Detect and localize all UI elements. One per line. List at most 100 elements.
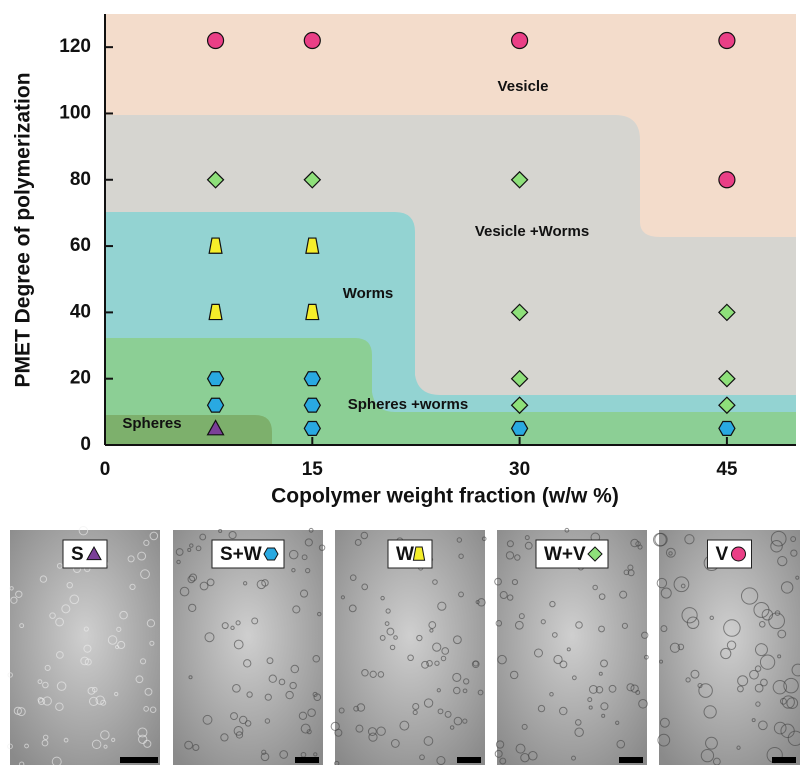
region-label: Vesicle +Worms <box>475 223 589 240</box>
texture <box>452 672 462 682</box>
texture <box>755 701 761 707</box>
texture <box>221 622 229 630</box>
texture <box>514 620 524 630</box>
texture <box>726 640 737 650</box>
y-tick-label: 0 <box>80 434 91 455</box>
texture <box>291 568 296 573</box>
texture <box>456 537 463 543</box>
texture <box>616 739 626 749</box>
texture <box>129 583 136 590</box>
texture <box>723 619 741 637</box>
texture <box>665 547 676 558</box>
texture <box>533 648 543 658</box>
texture <box>477 689 484 696</box>
texture <box>149 706 157 714</box>
texture <box>176 559 181 565</box>
texture <box>656 577 668 589</box>
texture <box>494 749 503 758</box>
texture <box>399 720 410 731</box>
texture <box>288 549 299 560</box>
texture <box>787 730 800 747</box>
texture <box>115 644 120 650</box>
texture <box>348 604 357 613</box>
texture <box>354 539 362 546</box>
legend-marker <box>587 546 603 562</box>
texture <box>289 681 297 690</box>
texture <box>754 665 762 672</box>
marker <box>510 303 529 322</box>
texture <box>279 750 289 759</box>
texture <box>317 611 322 617</box>
texture <box>524 541 533 550</box>
texture <box>549 692 554 697</box>
texture <box>751 718 756 723</box>
scale-bar <box>457 757 481 763</box>
texture <box>290 664 300 674</box>
texture <box>368 732 378 742</box>
texture <box>137 551 147 561</box>
texture <box>56 681 67 691</box>
x-tick-label: 30 <box>509 459 530 480</box>
texture <box>429 628 434 633</box>
texture <box>709 615 714 621</box>
texture <box>630 538 639 548</box>
texture <box>416 634 423 642</box>
texture <box>598 625 605 633</box>
texture <box>340 595 345 600</box>
texture <box>63 737 69 743</box>
texture <box>595 685 604 694</box>
texture <box>444 710 452 718</box>
texture <box>737 675 749 687</box>
texture <box>515 743 526 754</box>
texture <box>95 695 105 705</box>
texture <box>9 586 14 591</box>
texture <box>83 626 89 632</box>
micrographs: S S+W W W+V V <box>7 525 800 767</box>
texture <box>206 578 215 587</box>
texture <box>138 734 148 744</box>
texture <box>137 727 148 738</box>
texture <box>641 631 649 639</box>
texture <box>681 607 698 624</box>
texture <box>42 681 49 689</box>
texture <box>458 591 464 598</box>
texture <box>760 678 768 687</box>
texture <box>481 536 487 542</box>
texture <box>412 709 418 716</box>
texture <box>458 553 464 559</box>
texture <box>41 739 49 747</box>
texture <box>588 684 598 694</box>
texture <box>436 688 441 693</box>
marker <box>303 170 322 189</box>
texture <box>437 708 444 715</box>
marker <box>718 171 736 189</box>
texture <box>619 590 628 599</box>
texture <box>389 644 396 651</box>
texture <box>37 697 44 703</box>
texture <box>390 739 400 748</box>
texture <box>318 544 326 551</box>
texture <box>777 654 782 659</box>
texture <box>705 736 718 750</box>
texture <box>495 620 503 627</box>
marker <box>303 31 321 50</box>
texture <box>230 625 235 631</box>
texture <box>256 579 267 590</box>
texture <box>777 629 787 639</box>
texture <box>575 621 583 629</box>
y-tick-label: 40 <box>70 301 91 322</box>
texture <box>149 531 159 541</box>
legend-marker <box>412 546 426 561</box>
texture <box>360 531 369 540</box>
texture <box>574 727 584 737</box>
texture <box>654 532 668 547</box>
texture <box>7 672 13 678</box>
texture <box>700 748 715 763</box>
texture <box>195 545 202 552</box>
texture <box>780 723 795 739</box>
texture <box>657 733 671 747</box>
texture <box>338 707 345 714</box>
texture <box>754 683 764 693</box>
texture <box>621 622 628 629</box>
